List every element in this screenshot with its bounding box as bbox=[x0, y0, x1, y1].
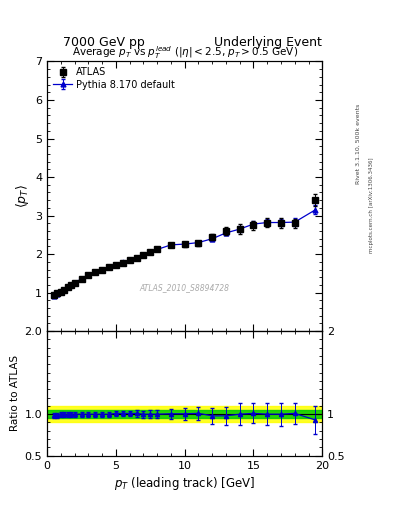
Title: Average $p_T$ vs $p_T^{lead}$ ($|\eta| < 2.5$, $p_T > 0.5$ GeV): Average $p_T$ vs $p_T^{lead}$ ($|\eta| <… bbox=[72, 44, 298, 61]
Text: Underlying Event: Underlying Event bbox=[215, 36, 322, 49]
Text: Rivet 3.1.10, 500k events: Rivet 3.1.10, 500k events bbox=[356, 103, 361, 183]
Y-axis label: $\langle p_T \rangle$: $\langle p_T \rangle$ bbox=[14, 184, 31, 208]
Y-axis label: Ratio to ATLAS: Ratio to ATLAS bbox=[10, 355, 20, 432]
Text: mcplots.cern.ch [arXiv:1306.3436]: mcplots.cern.ch [arXiv:1306.3436] bbox=[369, 157, 375, 252]
Text: 7000 GeV pp: 7000 GeV pp bbox=[63, 36, 145, 49]
Legend: ATLAS, Pythia 8.170 default: ATLAS, Pythia 8.170 default bbox=[51, 66, 177, 92]
X-axis label: $p_T$ (leading track) [GeV]: $p_T$ (leading track) [GeV] bbox=[114, 475, 255, 492]
Text: ATLAS_2010_S8894728: ATLAS_2010_S8894728 bbox=[140, 284, 230, 292]
